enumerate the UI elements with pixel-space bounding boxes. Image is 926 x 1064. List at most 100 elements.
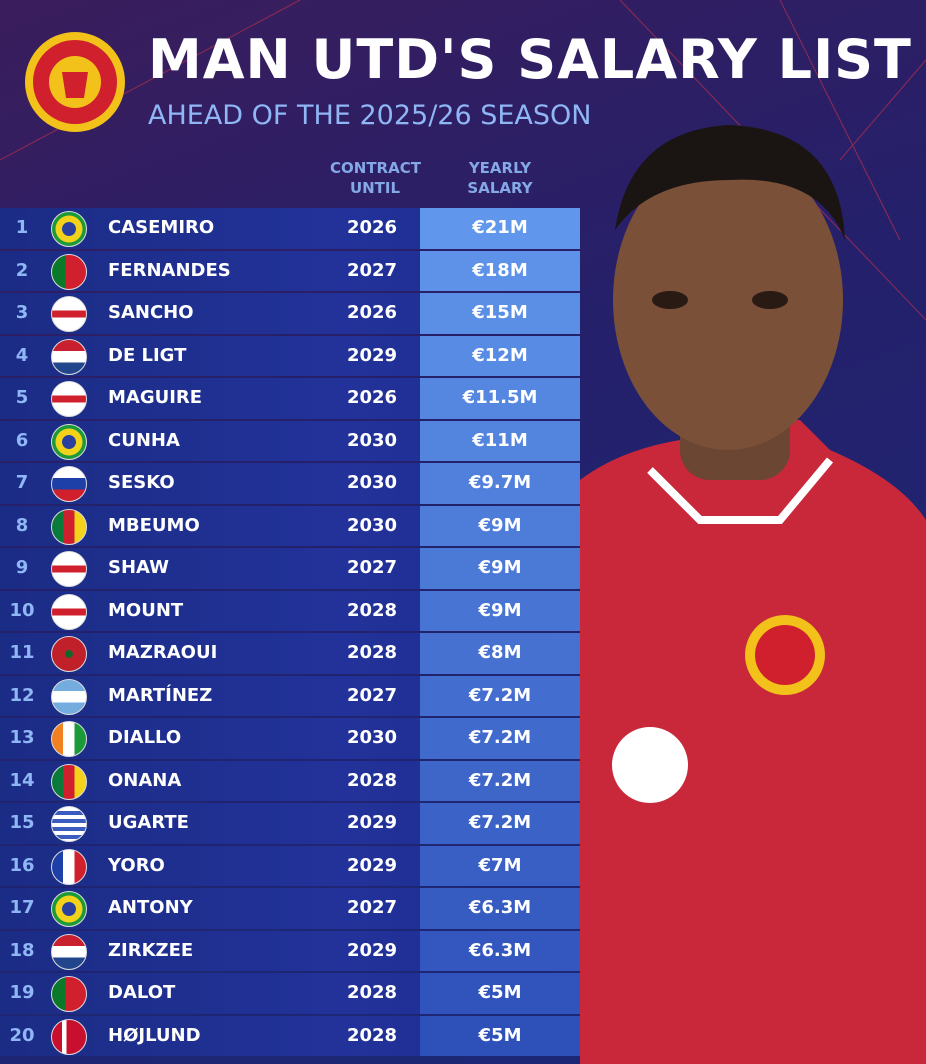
salary: €9M [420, 590, 580, 631]
flag [51, 763, 87, 800]
salary: €5M [420, 1015, 580, 1056]
contract-until: 2029 [346, 854, 398, 876]
title: MAN UTD'S SALARY LIST [148, 28, 912, 91]
table-row: 16 YORO 2029 €7M [0, 845, 580, 886]
player-name: HØJLUND [108, 1024, 201, 1046]
rank: 14 [9, 769, 35, 791]
contract-until: 2028 [346, 769, 398, 791]
contract-until: 2030 [346, 514, 398, 536]
salary: €7.2M [420, 675, 580, 716]
player-name: DE LIGT [108, 344, 187, 366]
contract-until: 2026 [346, 387, 398, 408]
table: 1 CASEMIRO 2026 €21M 2 FERNANDES 2027 €18M 3 SANC… [0, 208, 580, 1058]
table-row: 18 ZIRKZEE 2029 €6.3M [0, 930, 580, 971]
table-row: 13 DIALLO 2030 €7.2M [0, 718, 580, 759]
player-name: FERNANDES [108, 259, 231, 281]
table-row: 7 SESKO 2030 €9.7M [0, 463, 580, 504]
rank: 1 [15, 217, 29, 238]
player-name: MAZRAOUI [108, 642, 218, 663]
salary: €11M [420, 420, 580, 461]
rank: 7 [15, 472, 29, 493]
contract-until: 2029 [346, 344, 398, 366]
flag [51, 593, 87, 630]
contract-until: 2029 [346, 939, 398, 961]
flag [51, 933, 87, 970]
salary: €6.3M [420, 888, 580, 929]
table-row: 10 MOUNT 2028 €9M [0, 590, 580, 631]
table-row: 4 DE LIGT 2029 €12M [0, 335, 580, 376]
table-row: 8 MBEUMO 2030 €9M [0, 505, 580, 546]
player-name: ONANA [108, 769, 182, 791]
contract-until: 2028 [346, 982, 398, 1003]
contract-until: 2030 [346, 727, 398, 748]
salary: €12M [420, 335, 580, 376]
player-name: DALOT [108, 982, 176, 1003]
rank: 10 [9, 599, 35, 621]
rank: 16 [9, 854, 35, 876]
rank: 19 [9, 982, 35, 1003]
salary: €9M [420, 548, 580, 589]
contract-until: 2027 [346, 684, 398, 706]
flag [51, 296, 87, 332]
salary: €5M [420, 973, 580, 1014]
salary: €7.2M [420, 803, 580, 844]
column-header: YEARLY SALARY [467, 159, 533, 197]
contract-until: 2027 [346, 557, 398, 578]
contract-until: 2030 [346, 472, 398, 493]
rank: 9 [15, 557, 29, 578]
player-name: CUNHA [108, 429, 180, 451]
table-row: 11 MAZRAOUI 2028 €8M [0, 633, 580, 674]
flag [51, 891, 87, 927]
table-row: 9 SHAW 2027 €9M [0, 548, 580, 589]
player-name: MAGUIRE [108, 387, 203, 408]
rank: 4 [15, 344, 29, 366]
column-header: CONTRACT UNTIL [330, 159, 421, 197]
rank: 8 [15, 514, 29, 536]
salary: €15M [420, 293, 580, 334]
table-row: 15 UGARTE 2029 €7.2M [0, 803, 580, 844]
player-name: UGARTE [108, 812, 189, 833]
contract-until: 2029 [346, 812, 398, 833]
player-name: ZIRKZEE [108, 939, 194, 961]
flag [51, 806, 87, 842]
salary: €6.3M [420, 930, 580, 971]
flag [51, 466, 87, 502]
flag [51, 508, 87, 545]
salary: €9M [420, 505, 580, 546]
salary: €7.2M [420, 760, 580, 801]
table-row: 2 FERNANDES 2027 €18M [0, 250, 580, 291]
table-row: 19 DALOT 2028 €5M [0, 973, 580, 1014]
player-name: YORO [108, 854, 165, 876]
player-name: MBEUMO [108, 514, 200, 536]
flag [51, 976, 87, 1012]
flag [51, 678, 87, 715]
player-name: ANTONY [108, 897, 193, 918]
flag [51, 1018, 87, 1055]
table-row: 12 MARTÍNEZ 2027 €7.2M [0, 675, 580, 716]
player-name: SESKO [108, 472, 175, 493]
rank: 6 [15, 429, 29, 451]
table-row: 3 SANCHO 2026 €15M [0, 293, 580, 334]
contract-until: 2030 [346, 429, 398, 451]
flag [51, 721, 87, 757]
contract-until: 2028 [346, 642, 398, 663]
rank: 5 [15, 387, 29, 408]
salary: €18M [420, 250, 580, 291]
rank: 11 [9, 642, 35, 663]
flag [51, 381, 87, 417]
rank: 17 [9, 897, 35, 918]
rank: 12 [9, 684, 35, 706]
contract-until: 2027 [346, 259, 398, 281]
contract-until: 2028 [346, 1024, 398, 1046]
player-name: DIALLO [108, 727, 182, 748]
player-name: CASEMIRO [108, 217, 215, 238]
subtitle: AHEAD OF THE 2025/26 SEASON [148, 100, 592, 131]
flag [51, 211, 87, 247]
salary: €11.5M [420, 378, 580, 419]
rank: 15 [9, 812, 35, 833]
flag [51, 551, 87, 587]
table-row: 14 ONANA 2028 €7.2M [0, 760, 580, 801]
table-row: 1 CASEMIRO 2026 €21M [0, 208, 580, 249]
